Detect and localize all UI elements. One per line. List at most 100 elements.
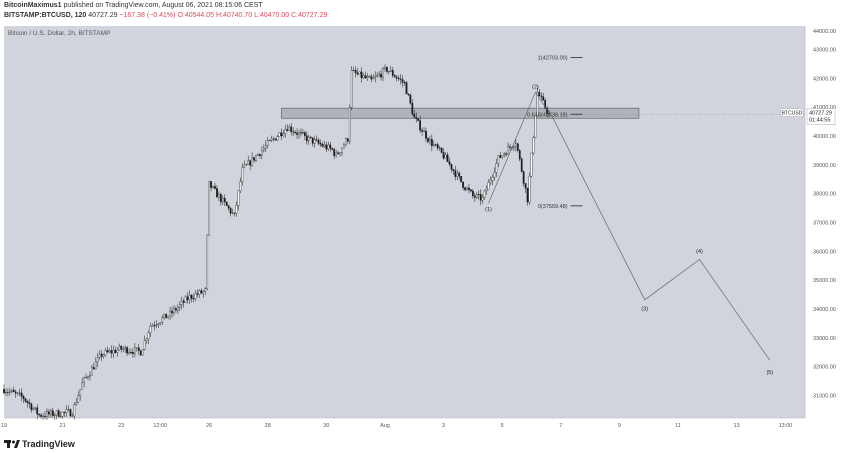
candle-body <box>278 132 281 137</box>
candle-body <box>98 353 101 358</box>
candle-body <box>196 293 199 295</box>
candle-body <box>436 144 439 149</box>
candle-body <box>77 395 80 403</box>
candle-body <box>503 153 506 156</box>
candle-body <box>366 76 369 79</box>
y-tick-label: 37000.00 <box>813 221 836 227</box>
wave-label: (1) <box>485 207 492 213</box>
candle-body <box>487 182 490 190</box>
candle-body <box>448 161 451 165</box>
candle-body <box>305 135 308 142</box>
candle-body <box>319 143 322 145</box>
candle-body <box>300 132 302 134</box>
x-tick-label: 21 <box>60 423 66 429</box>
candle-body <box>415 117 418 119</box>
candle-body <box>524 183 527 189</box>
candle-body <box>268 140 271 141</box>
candle-body <box>221 198 224 203</box>
resistance-zone[interactable] <box>281 107 640 119</box>
candle-body <box>26 401 29 403</box>
candle-body <box>507 146 509 155</box>
candle-body <box>169 310 171 317</box>
candle-body <box>135 347 138 349</box>
x-tick-label: 19 <box>1 423 7 429</box>
candle-body <box>149 326 152 334</box>
candle-body <box>190 294 193 299</box>
candle-body <box>147 332 150 340</box>
candle-body <box>16 392 19 394</box>
candle-body <box>493 172 496 178</box>
candle-body <box>495 163 498 173</box>
candle-body <box>167 315 169 319</box>
x-tick-label: 28 <box>265 423 271 429</box>
candle-body <box>440 147 443 153</box>
candle-body <box>456 172 459 177</box>
chart-area[interactable]: Bitcoin / U.S. Dollar, 2h, BITSTAMP 31000… <box>0 24 850 434</box>
y-tick-label: 41000.00 <box>813 105 836 111</box>
y-tick-label: 34000.00 <box>813 307 836 313</box>
candle-body <box>489 180 492 183</box>
candle-body <box>313 139 316 144</box>
candle-body <box>22 396 25 399</box>
plot-background[interactable] <box>4 26 805 418</box>
candle-body <box>350 70 353 108</box>
candle-body <box>53 414 56 416</box>
candle-body <box>165 313 168 319</box>
author-name[interactable]: BitcoinMaximus1 <box>4 2 62 9</box>
candle-body <box>46 411 48 417</box>
x-tick-label: 13:00 <box>779 423 793 429</box>
candle-body <box>528 176 531 203</box>
candle-body <box>481 197 484 201</box>
candle-body <box>413 113 416 118</box>
ohlc-values: O:40544.05 H:40740.70 L:40470.00 C:40727… <box>177 12 328 19</box>
candle-body <box>516 143 519 151</box>
candle-body <box>374 76 377 79</box>
candle-body <box>292 131 295 133</box>
y-tick-label: 38000.00 <box>813 192 836 198</box>
candle-body <box>216 188 218 198</box>
candle-body <box>173 308 175 314</box>
candle-body <box>249 160 252 166</box>
tradingview-logo-icon[interactable] <box>4 439 20 449</box>
elliott-wave-path[interactable] <box>488 91 771 361</box>
candle-body <box>288 126 291 131</box>
candle-body <box>501 155 504 158</box>
candle-body <box>59 416 62 418</box>
candle-body <box>298 132 300 135</box>
candle-body <box>106 350 109 353</box>
candle-body <box>130 352 132 353</box>
candle-body <box>237 190 240 206</box>
candle-body <box>87 376 89 378</box>
candle-body <box>143 340 146 350</box>
candle-body <box>276 136 279 141</box>
candle-body <box>444 154 447 159</box>
x-tick-label: 7 <box>559 423 562 429</box>
candle-body <box>231 212 234 214</box>
tradingview-logo-text[interactable]: TradingView <box>22 439 75 449</box>
candle-body <box>272 138 275 140</box>
candle-body <box>262 147 265 151</box>
candle-body <box>241 167 244 182</box>
candle-body <box>538 92 541 97</box>
candle-body <box>233 212 236 214</box>
candle-body <box>153 325 156 327</box>
candle-body <box>294 132 296 134</box>
candle-body <box>69 409 72 417</box>
price-chart[interactable]: Bitcoin / U.S. Dollar, 2h, BITSTAMP 31000… <box>0 24 850 434</box>
candle-body <box>116 349 119 353</box>
candle-body <box>472 190 474 196</box>
candle-body <box>124 347 127 350</box>
candle-body <box>419 120 422 131</box>
candle-body <box>229 207 232 214</box>
y-tick-label: 32000.00 <box>813 365 836 371</box>
candle-body <box>479 194 482 201</box>
candle-body <box>202 291 205 294</box>
candle-body <box>186 296 189 301</box>
candle-body <box>343 144 345 149</box>
candle-body <box>346 138 349 142</box>
candle-body <box>460 176 463 183</box>
candle-body <box>323 144 326 147</box>
candle-body <box>284 129 287 134</box>
candle-body <box>128 352 130 354</box>
candle-body <box>376 74 379 77</box>
